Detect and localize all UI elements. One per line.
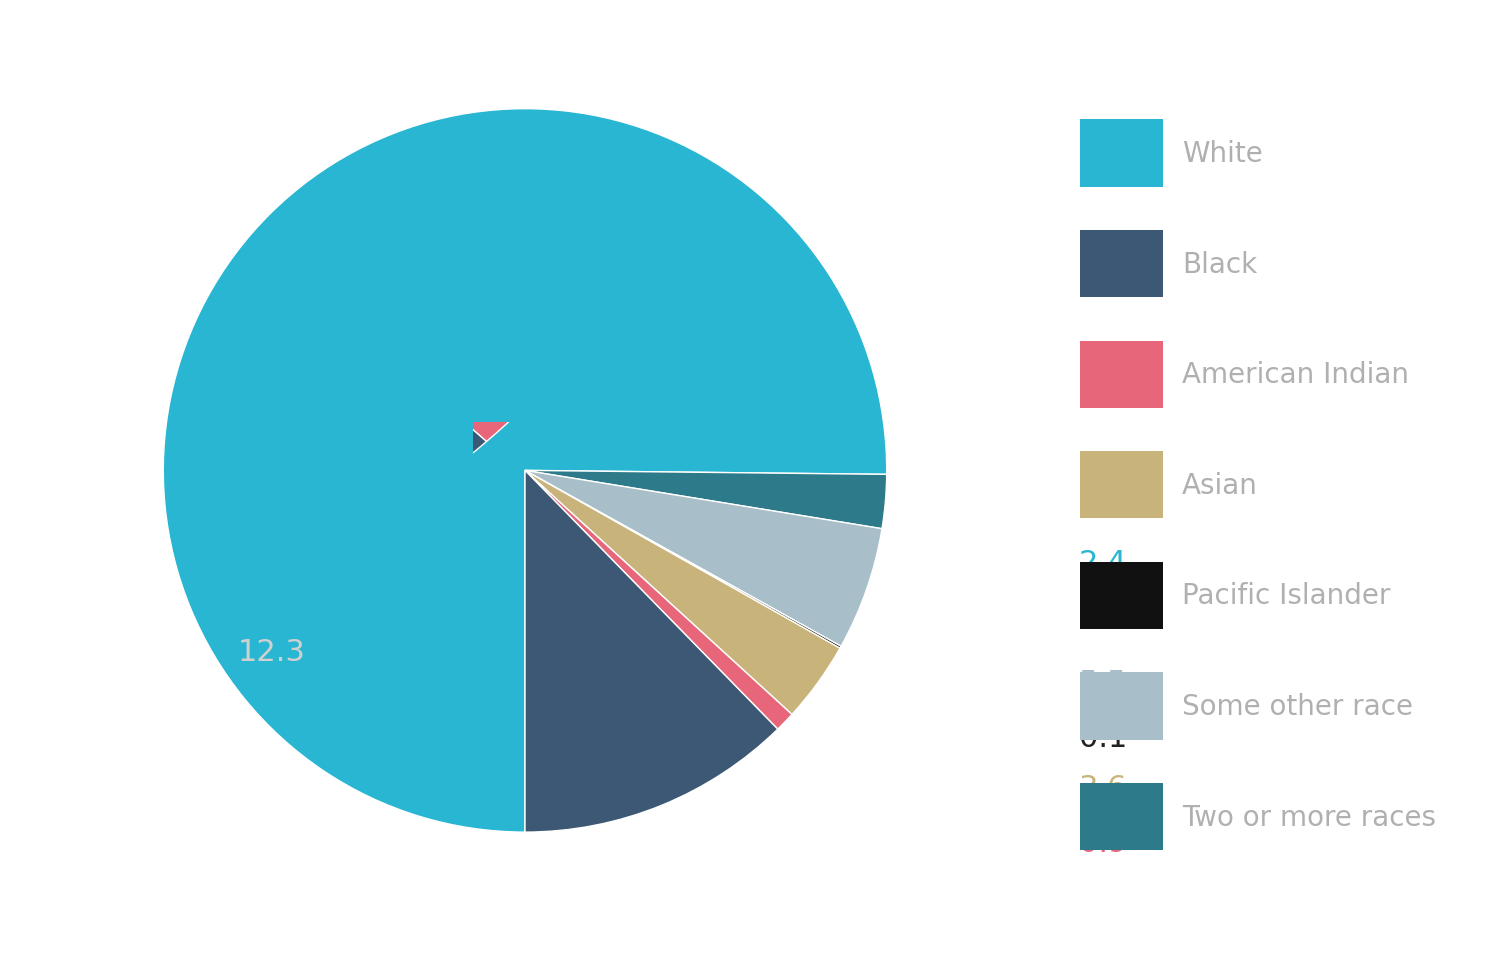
Wedge shape	[164, 110, 886, 832]
Wedge shape	[0, 0, 750, 259]
Wedge shape	[525, 471, 792, 729]
Text: Black: Black	[1182, 250, 1257, 279]
Wedge shape	[525, 471, 777, 832]
Text: 5.5: 5.5	[1078, 668, 1128, 697]
Wedge shape	[525, 471, 886, 530]
Text: Some other race: Some other race	[1182, 692, 1413, 721]
Wedge shape	[0, 0, 486, 673]
Wedge shape	[0, 0, 646, 262]
Wedge shape	[525, 471, 842, 649]
Text: Two or more races: Two or more races	[1182, 802, 1436, 831]
Text: 12.3: 12.3	[238, 637, 306, 666]
Wedge shape	[0, 0, 644, 409]
Wedge shape	[525, 471, 840, 715]
Text: 0.1: 0.1	[1078, 724, 1128, 752]
Text: 2.4: 2.4	[1078, 549, 1128, 578]
Text: American Indian: American Indian	[1182, 360, 1408, 389]
Text: White: White	[1182, 139, 1263, 168]
Text: 3.6: 3.6	[1078, 774, 1128, 802]
Wedge shape	[0, 0, 760, 673]
Text: 0.9: 0.9	[1078, 828, 1128, 857]
Wedge shape	[0, 0, 522, 442]
Text: Asian: Asian	[1182, 471, 1258, 500]
Text: Pacific Islander: Pacific Islander	[1182, 581, 1390, 610]
Wedge shape	[525, 471, 882, 647]
